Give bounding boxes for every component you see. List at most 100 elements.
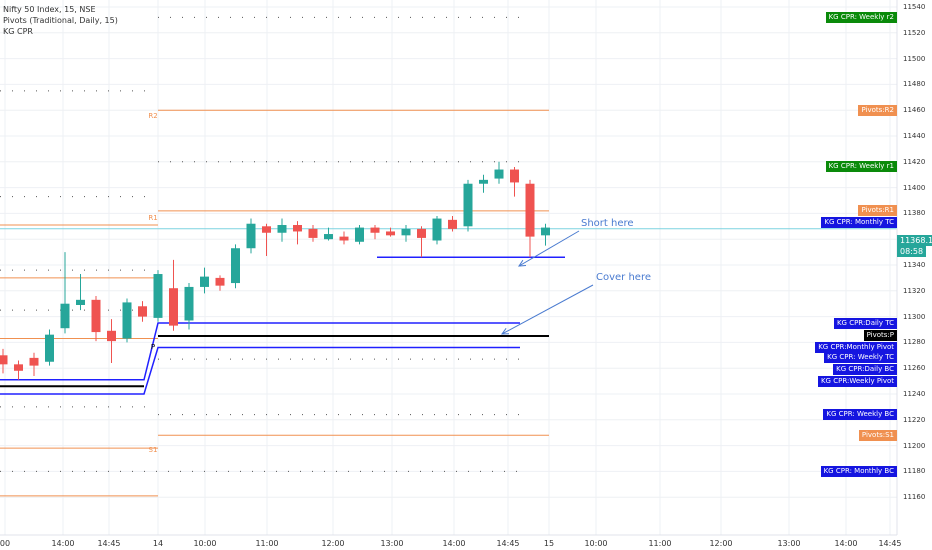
candle-body [386, 231, 395, 236]
candle-body [153, 274, 163, 318]
candle-body [277, 225, 287, 233]
candles [0, 161, 550, 380]
price-tick: 11340 [903, 261, 926, 269]
candle-body [60, 303, 70, 329]
candle-body [355, 227, 364, 242]
pivot-label-r1: R1 [148, 214, 158, 222]
price-tick: 11400 [903, 183, 926, 192]
time-tick[interactable]: 11:00 [255, 539, 279, 548]
time-tick[interactable]: 14:00 [51, 539, 75, 548]
candle-body [293, 225, 302, 232]
candle-body [107, 330, 116, 342]
annotation-cover-here[interactable]: Cover here [596, 272, 651, 283]
price-tick: 11220 [903, 415, 926, 424]
level-badge: KG CPR:Daily TC [833, 317, 897, 329]
level-badge: Pivots:S1 [858, 429, 897, 441]
time-tick[interactable]: 14:45 [496, 539, 520, 548]
time-tick[interactable]: 14 [152, 539, 164, 548]
price-tick: 11480 [903, 80, 926, 89]
candle-body [308, 228, 318, 238]
price-tick: 11440 [903, 132, 926, 140]
candle-body [138, 306, 147, 317]
time-tick[interactable]: 14:00 [834, 539, 858, 548]
level-badge: KG CPR:Weekly Pivot [817, 375, 897, 387]
candle-body [262, 226, 271, 233]
time-tick[interactable]: 14:00 [442, 539, 466, 548]
price-tick: 11160 [903, 493, 926, 502]
price-tick: 11180 [903, 467, 926, 476]
annotation-arrows [500, 230, 594, 335]
level-badge: KG CPR:Daily BC [833, 363, 897, 375]
candle-body [479, 179, 488, 184]
time-tick[interactable]: 12:00 [321, 539, 345, 548]
time-tick[interactable]: 14:45 [97, 539, 121, 548]
price-tick: 11460 [903, 106, 926, 115]
candle-body [0, 355, 8, 365]
time-tick[interactable]: 13:00 [777, 539, 801, 548]
candle-body [91, 299, 101, 333]
candle-body [463, 183, 473, 227]
candle-body [122, 302, 132, 339]
chart-legend: Nifty 50 Index, 15, NSE Pivots (Traditio… [3, 4, 118, 37]
countdown-badge: 08:58 [897, 246, 927, 257]
price-tick: 11240 [903, 390, 926, 398]
time-tick[interactable]: 00 [0, 539, 11, 548]
level-badge: Pivots:R1 [858, 205, 897, 217]
price-tick: 11260 [903, 364, 926, 373]
pivot-label-r2: R2 [148, 112, 158, 120]
pivot-label-p: P [150, 343, 156, 351]
candle-body [184, 286, 194, 321]
candle-body [525, 183, 535, 237]
time-tick[interactable]: 10:00 [584, 539, 608, 548]
candle-body [215, 277, 225, 286]
candle-body [432, 218, 442, 241]
time-tick[interactable]: 13:00 [380, 539, 404, 548]
level-badge: KG CPR: Monthly TC [821, 216, 897, 228]
price-tick: 11540 [903, 3, 926, 11]
level-badge: KG CPR:Monthly Pivot [815, 342, 897, 354]
price-tick: 11520 [903, 28, 926, 37]
level-badge: KG CPR: Weekly r2 [825, 11, 897, 23]
short-arrow [518, 230, 580, 267]
weekly-cpr-line [0, 346, 520, 395]
price-tick: 11420 [903, 157, 926, 166]
legend-pivots: Pivots (Traditional, Daily, 15) [3, 16, 118, 25]
time-tick[interactable]: 10:00 [193, 539, 217, 548]
candle-body [29, 357, 39, 366]
time-tick[interactable]: 14:45 [878, 539, 902, 548]
last-price-badge: 11368.10 [897, 235, 932, 246]
candle-body [169, 288, 178, 326]
candle-body [541, 227, 550, 236]
candle-body [231, 248, 240, 284]
price-tick: 11380 [903, 209, 926, 218]
level-badge: KG CPR: Monthly BC [820, 465, 897, 477]
time-tick[interactable]: 15 [543, 539, 555, 548]
legend-symbol: Nifty 50 Index, 15, NSE [3, 5, 96, 14]
level-badge: KG CPR: Weekly r1 [825, 161, 897, 173]
candle-body [401, 228, 411, 236]
level-lines [0, 16, 897, 497]
candle-body [14, 364, 23, 371]
price-tick: 11280 [903, 338, 926, 347]
candle-body [494, 169, 504, 179]
candle-body [448, 219, 457, 229]
cover-arrow [501, 284, 594, 335]
price-tick: 11200 [903, 441, 926, 450]
legend-kgcpr: KG CPR [3, 27, 33, 36]
short-arrow-head [518, 259, 527, 267]
candle-body [76, 299, 85, 305]
annotation-short-here[interactable]: Short here [581, 218, 634, 229]
candle-body [246, 223, 256, 249]
time-tick[interactable]: 11:00 [648, 539, 672, 548]
level-badge: Pivots:P [863, 330, 897, 342]
candle-body [339, 236, 349, 241]
candle-body [200, 276, 209, 287]
cover-arrow-head [500, 328, 510, 335]
candle-body [370, 227, 380, 233]
time-tick[interactable]: 12:00 [709, 539, 733, 548]
price-tick: 11500 [903, 54, 926, 63]
grid [0, 0, 897, 535]
candle-body [324, 234, 333, 240]
